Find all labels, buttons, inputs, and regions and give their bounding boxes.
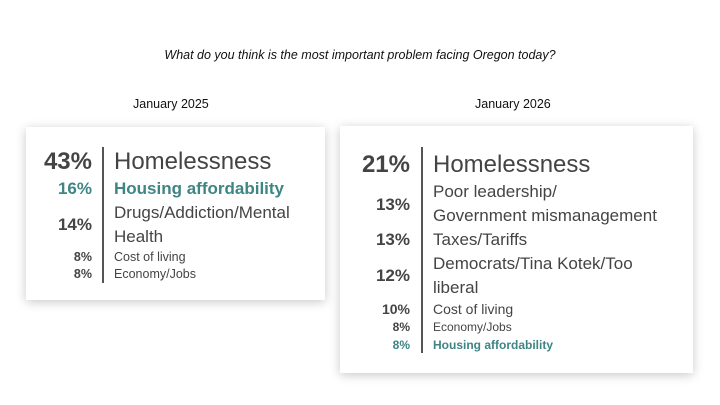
pct-housing: 16% <box>57 179 92 198</box>
pct-homelessness: 43% <box>43 148 92 175</box>
label-taxes: Taxes/Tariffs <box>433 230 528 249</box>
label-democrats-line1: Democrats/Tina Kotek/Too <box>433 254 633 273</box>
pct-housing: 8% <box>392 338 410 352</box>
label-drugs-line2: Health <box>114 227 164 246</box>
label-housing: Housing affordability <box>114 179 284 198</box>
pct-economy: 8% <box>392 320 410 334</box>
pct-homelessness: 21% <box>361 151 410 178</box>
label-economy: Economy/Jobs <box>114 267 196 281</box>
pct-drugs: 14% <box>57 215 92 234</box>
label-housing: Housing affordability <box>433 338 553 352</box>
divider-2026 <box>421 147 423 353</box>
label-cost: Cost of living <box>433 301 514 317</box>
label-democrats-line2: liberal <box>433 278 479 297</box>
label-homelessness: Homelessness <box>114 148 272 175</box>
pct-cost: 10% <box>381 301 410 317</box>
label-economy: Economy/Jobs <box>433 320 512 334</box>
panel-2025 <box>26 127 325 300</box>
pct-leadership: 13% <box>375 195 410 214</box>
pct-economy: 8% <box>73 267 92 281</box>
label-homelessness: Homelessness <box>433 151 591 178</box>
pct-cost: 8% <box>73 250 92 264</box>
panel-heading-2025: January 2025 <box>133 97 209 111</box>
panel-heading-2026: January 2026 <box>475 97 551 111</box>
pct-taxes: 13% <box>375 230 410 249</box>
survey-question: What do you think is the most important … <box>164 48 556 62</box>
label-leadership-line2: Government mismanagement <box>433 206 657 225</box>
divider-2025 <box>102 147 104 283</box>
label-drugs-line1: Drugs/Addiction/Mental <box>114 203 290 222</box>
panel-2026 <box>340 126 693 373</box>
pct-democrats: 12% <box>375 266 410 285</box>
label-leadership-line1: Poor leadership/ <box>433 182 557 201</box>
label-cost: Cost of living <box>114 250 186 264</box>
